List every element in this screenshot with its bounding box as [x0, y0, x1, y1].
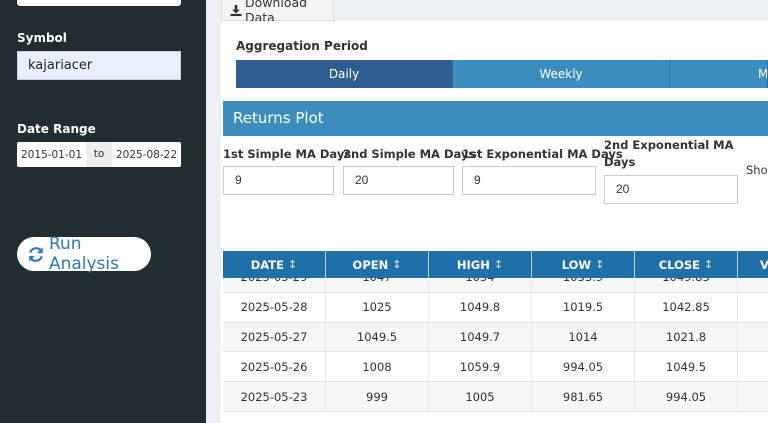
table-body: 2025-05-29 1047 1054 1033.9 1049.85 2025…: [223, 278, 768, 423]
column-header-close-label: CLOSE: [658, 257, 701, 272]
column-header-low[interactable]: LOW ↕: [532, 251, 635, 278]
download-data-button[interactable]: Download Data: [221, 0, 334, 25]
cell-close: 994.05: [635, 382, 738, 411]
column-header-date-label: DATE: [250, 257, 285, 272]
main-content: Download Data Aggregation Period Daily W…: [206, 0, 768, 423]
symbol-input[interactable]: kajariacer: [17, 51, 181, 80]
sma1-input[interactable]: 9: [223, 166, 334, 195]
column-header-low-label: LOW: [561, 257, 592, 272]
cell-low: 1014: [532, 322, 635, 352]
aggregation-monthly-button[interactable]: Mo: [670, 60, 768, 88]
aggregation-daily-button[interactable]: Daily: [236, 60, 453, 88]
sort-icon: ↕: [392, 258, 402, 271]
cell-close: 1021.8: [635, 322, 738, 352]
date-range-separator: to: [86, 142, 112, 167]
ema2-group: 2nd Exponential MA Days: [604, 137, 734, 171]
sma1-label: 1st Simple MA Days: [223, 147, 352, 161]
symbol-label: Symbol: [17, 31, 67, 45]
cell-open: 999: [326, 382, 429, 411]
cell-low: 981.65: [532, 382, 635, 411]
sort-icon: ↕: [595, 258, 605, 271]
cell-date: 2025-05-27: [223, 322, 326, 352]
sma2-group: 2nd Simple MA Days: [343, 146, 475, 163]
cell-high: 1059.9: [429, 352, 532, 382]
download-icon: [230, 4, 242, 16]
column-header-date[interactable]: DATE ↕: [223, 251, 326, 278]
column-header-high-label: HIGH: [456, 257, 490, 272]
ema1-group: 1st Exponential MA Days: [462, 146, 623, 163]
cell-volume: [738, 323, 768, 352]
ema1-input[interactable]: 9: [462, 166, 596, 195]
show-label: Show: [746, 163, 768, 177]
run-analysis-button[interactable]: Run Analysis: [17, 234, 151, 274]
cell-open: 1025: [326, 292, 429, 322]
refresh-icon: [29, 246, 43, 262]
table-row: 2025-05-23 999 1005 981.65 994.05: [223, 382, 768, 412]
cell-close: 1049.5: [635, 352, 738, 382]
ema2-input[interactable]: 20: [604, 175, 738, 204]
cell-date: 2025-05-23: [223, 382, 326, 411]
returns-plot-header: Returns Plot: [223, 101, 768, 136]
cell-low: 1033.9: [532, 278, 635, 292]
cell-open: 1049.5: [326, 322, 429, 352]
sort-icon: ↕: [493, 258, 504, 271]
ema1-label: 1st Exponential MA Days: [462, 147, 623, 161]
end-date-input[interactable]: 2025-08-22: [115, 148, 178, 161]
cell-open: 1008: [326, 352, 429, 382]
cell-high: 1005: [429, 382, 532, 411]
aggregation-period-selector: Daily Weekly Mo: [236, 60, 768, 88]
aggregation-weekly-button[interactable]: Weekly: [453, 60, 670, 88]
cell-low: 994.05: [532, 352, 635, 382]
sma2-label: 2nd Simple MA Days: [343, 147, 476, 161]
table-row: 2025-05-28 1025 1049.8 1019.5 1042.85: [223, 292, 768, 323]
column-header-close[interactable]: CLOSE ↕: [635, 251, 738, 278]
cell-volume: [738, 352, 768, 381]
ema2-label-line1: 2nd Exponential MA: [604, 138, 734, 152]
cell-close: 1049.85: [635, 278, 738, 292]
sma1-group: 1st Simple MA Days: [223, 146, 351, 163]
cell-open: 1047: [326, 278, 429, 292]
cell-close: 1042.85: [635, 292, 738, 322]
column-header-open-label: OPEN: [352, 257, 389, 272]
sort-icon: ↕: [704, 258, 714, 271]
column-header-open[interactable]: OPEN ↕: [326, 251, 429, 278]
column-header-volume-label: V: [760, 257, 768, 272]
ema2-label-line2: Days: [604, 155, 636, 169]
table-row: 2025-05-26 1008 1059.9 994.05 1049.5: [223, 352, 768, 383]
table-row: 2025-05-27 1049.5 1049.7 1014 1021.8: [223, 322, 768, 353]
sidebar: Symbol kajariacer Date Range 2015-01-01 …: [0, 0, 206, 423]
start-date-input[interactable]: 2015-01-01: [20, 148, 83, 161]
cell-volume: [738, 293, 768, 322]
content-panel: Aggregation Period Daily Weekly Mo Retur…: [221, 21, 768, 423]
sort-icon: ↕: [288, 258, 298, 271]
cell-date: 2025-05-28: [223, 292, 326, 322]
cell-high: 1049.8: [429, 292, 532, 322]
table-header: DATE ↕ OPEN ↕ HIGH ↕ LOW ↕ CLOSE ↕ V: [223, 251, 768, 278]
run-analysis-label: Run Analysis: [48, 234, 119, 274]
sidebar-top-input[interactable]: [17, 0, 181, 6]
cell-volume: [738, 278, 768, 292]
cell-date: 2025-05-29: [223, 278, 326, 292]
date-range-input: 2015-01-01 to 2025-08-22: [17, 142, 181, 167]
sma2-input[interactable]: 20: [343, 166, 454, 195]
column-header-high[interactable]: HIGH ↕: [429, 251, 532, 278]
table-row: 2025-05-29 1047 1054 1033.9 1049.85: [223, 278, 768, 293]
cell-high: 1054: [429, 278, 532, 292]
column-header-volume[interactable]: V: [738, 251, 768, 278]
cell-volume: [738, 382, 768, 411]
cell-low: 1019.5: [532, 292, 635, 322]
date-range-label: Date Range: [17, 122, 96, 136]
cell-date: 2025-05-26: [223, 352, 326, 382]
aggregation-period-label: Aggregation Period: [236, 39, 368, 53]
cell-high: 1049.7: [429, 322, 532, 352]
